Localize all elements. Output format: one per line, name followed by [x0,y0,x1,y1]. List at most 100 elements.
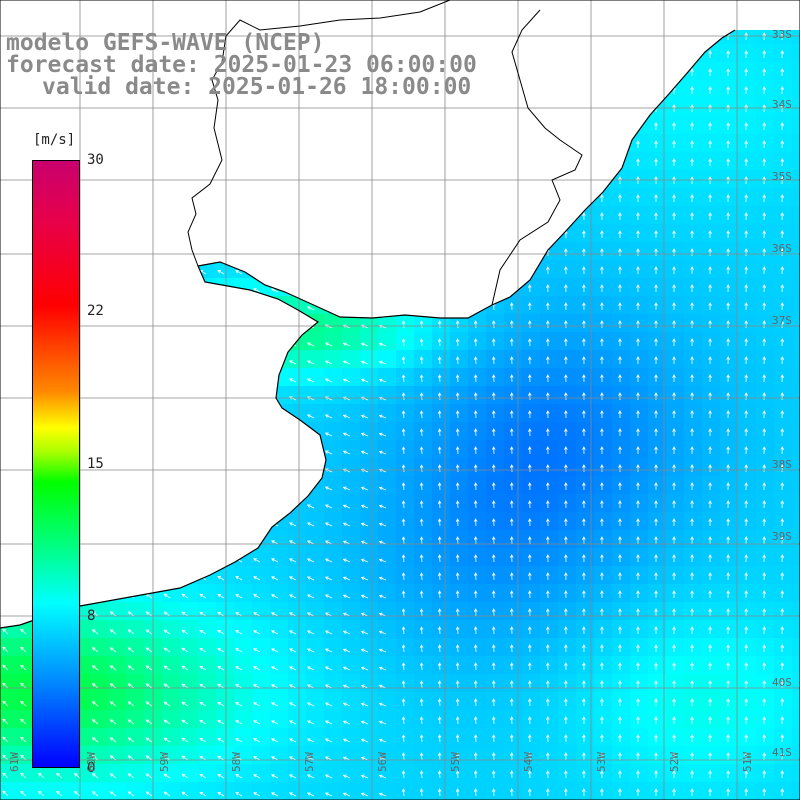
wind-arrow [636,788,640,797]
wind-arrow [360,576,369,581]
wind-arrow [401,320,406,329]
wind-speed-cell [234,674,253,693]
wind-arrow [378,612,387,617]
wind-arrow [401,644,406,653]
wind-speed-cell [288,368,307,387]
wind-arrow [708,428,712,437]
wind-speed-cell [306,386,325,405]
wind-arrow [401,374,406,383]
wind-arrow [726,230,730,239]
wind-speed-cell [72,782,91,800]
wind-arrow [217,702,225,707]
wind-arrow [762,590,766,599]
wind-arrow [473,716,478,725]
wind-arrow [419,626,424,635]
wind-speed-cell [342,782,361,800]
wind-speed-cell [792,674,800,693]
wind-arrow [618,536,622,545]
wind-arrow [762,446,766,455]
wind-arrow [708,338,712,347]
wind-speed-cell [216,602,235,621]
wind-arrow [546,464,550,473]
wind-arrow [708,140,712,149]
wind-arrow [473,320,478,329]
coastline [0,29,736,629]
wind-speed-cell [360,728,379,747]
wind-arrow [726,698,730,707]
wind-arrow [744,356,748,365]
wind-speed-cell [288,638,307,657]
wind-arrow [342,450,351,455]
wind-arrow [455,446,460,455]
wind-arrow [672,194,676,203]
wind-arrow [654,554,658,563]
wind-arrow [780,374,784,383]
wind-speed-cell [792,422,800,441]
wind-arrow [199,629,207,635]
wind-speed-cell [126,782,145,800]
wind-speed-cell [360,440,379,459]
wind-speed-cell [216,620,235,639]
wind-arrow [762,644,766,653]
wind-speed-cell [324,386,343,405]
wind-arrow [618,698,622,707]
wind-arrow [636,410,640,419]
wind-arrow [762,500,766,509]
wind-speed-cell [378,710,397,729]
wind-arrow [528,788,532,797]
wind-arrow [762,698,766,707]
wind-arrow [564,608,568,617]
wind-speed-cell [0,764,19,783]
wind-speed-cell [342,440,361,459]
wind-arrow [401,626,406,635]
wind-arrow [690,770,694,779]
wind-arrow [654,482,658,491]
wind-arrow [546,428,550,437]
wind-speed-cell [342,422,361,441]
wind-arrow [360,540,369,545]
wind-speed-cell [792,602,800,621]
wind-arrow [306,774,315,779]
wind-arrow [708,248,712,257]
wind-speed-cell [234,602,253,621]
wind-arrow [401,662,406,671]
wind-speed-cell [342,404,361,423]
wind-arrow [199,701,207,707]
wind-arrow [145,737,153,743]
wind-arrow [473,446,478,455]
wind-speed-cell [342,584,361,603]
wind-arrow [271,540,279,545]
wind-arrow [546,716,550,725]
wind-arrow [306,666,315,671]
wind-arrow [473,338,478,347]
wind-arrow [726,302,730,311]
wind-speed-cell [360,782,379,800]
wind-arrow [437,770,442,779]
wind-arrow [564,590,568,599]
wind-arrow [672,464,676,473]
wind-speed-cell [792,98,800,117]
wind-speed-cell [0,728,19,747]
wind-arrow [744,50,748,59]
wind-arrow [618,212,622,221]
wind-arrow [271,756,279,761]
wind-arrow [306,396,315,401]
wind-arrow [528,680,532,689]
wind-arrow [378,360,387,365]
wind-arrow [636,608,640,617]
wind-arrow [780,50,784,59]
wind-speed-cell [306,728,325,747]
wind-speed-cell [234,620,253,639]
wind-arrow [672,536,676,545]
wind-speed-cell [234,710,253,729]
wind-arrow [582,284,586,293]
wind-arrow [38,790,45,797]
wind-arrow [378,504,387,509]
wind-arrow [636,626,640,635]
wind-arrow [654,788,658,797]
wind-arrow [600,734,604,743]
wind-speed-cell [252,602,271,621]
wind-arrow [546,356,550,365]
wind-speed-cell [792,530,800,549]
